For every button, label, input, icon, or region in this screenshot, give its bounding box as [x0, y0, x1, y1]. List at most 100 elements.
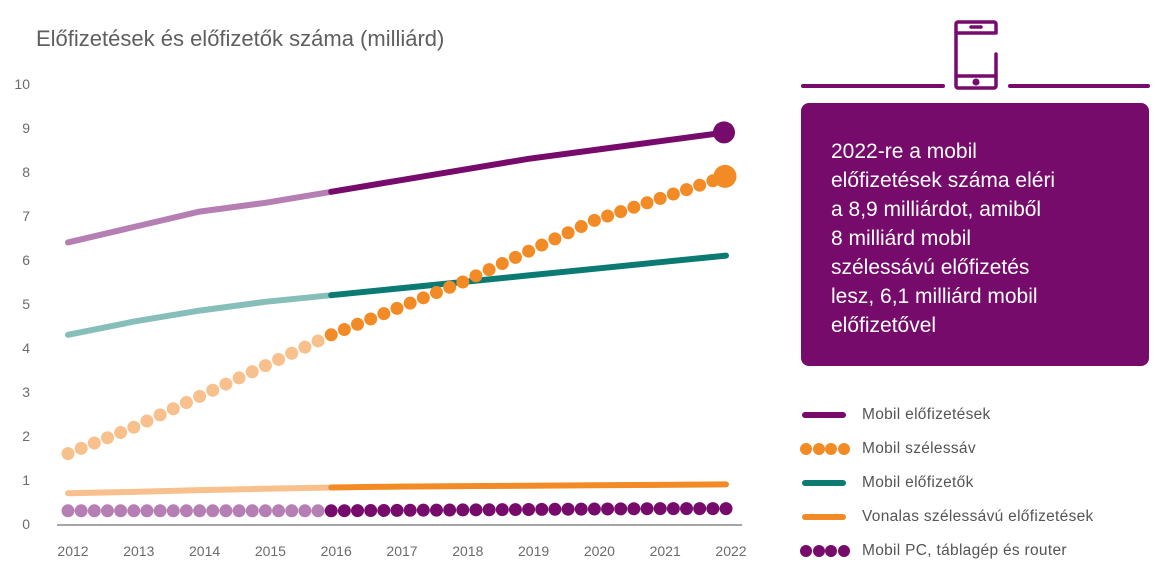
series-dot — [100, 431, 114, 445]
series-dot — [206, 383, 220, 397]
series-dot — [272, 352, 286, 366]
series-dot — [482, 503, 496, 517]
legend-swatch — [800, 544, 852, 558]
series-dot — [140, 414, 154, 428]
legend-dot-swatch — [837, 545, 850, 557]
legend-item-mobil-pc: Mobil PC, táblagép és router — [800, 534, 1170, 568]
series-dot — [140, 504, 154, 518]
series-dot — [87, 504, 101, 518]
series-dot — [245, 504, 259, 518]
legend-dot-swatch — [812, 443, 825, 455]
legend-item-mobil-szelessav: Mobil szélessáv — [800, 432, 1170, 466]
series-dot — [469, 269, 483, 283]
series-dot — [495, 257, 509, 271]
callout-line: előfizetővel — [831, 314, 937, 337]
series-dot — [351, 504, 365, 518]
series-line-forecast — [328, 481, 729, 491]
series-dot — [166, 402, 180, 416]
callout-line: lesz, 6,1 milliárd mobil — [831, 285, 1038, 308]
y-axis-ticks: 0 1 2 3 4 5 6 7 8 9 10 — [14, 76, 30, 532]
x-tick-label: 2020 — [584, 543, 615, 559]
series-dot — [258, 504, 272, 518]
x-axis-ticks: 2012 2013 2014 2015 2016 2017 2018 2019 2020 2021… — [57, 543, 746, 559]
y-tick-label: 5 — [22, 296, 30, 312]
legend-dot-swatch — [825, 443, 837, 455]
x-tick-label: 2013 — [123, 543, 154, 559]
series-dot — [285, 346, 299, 360]
series-dot — [219, 504, 233, 518]
y-tick-label: 10 — [14, 76, 30, 92]
series-dot — [561, 226, 575, 240]
legend-swatch — [800, 408, 852, 422]
series-dot — [666, 187, 680, 201]
legend-dot-swatch — [800, 545, 812, 557]
series-dot — [166, 504, 180, 518]
series-dot — [693, 178, 707, 192]
series-dot — [601, 209, 615, 223]
series-dot — [719, 502, 733, 516]
legend-item-mobil-elofizetok: Mobil előfizetők — [800, 466, 1170, 500]
legend-label: Mobil előfizetések — [862, 406, 991, 423]
series-dot — [232, 371, 246, 385]
series-dot — [206, 504, 220, 518]
chart-legend: Mobil előfizetések Mobil szélessáv Mobil… — [800, 398, 1170, 568]
legend-item-vonalas-szelessav: Vonalas szélessávú előfizetések — [800, 500, 1170, 534]
series-dot — [429, 286, 443, 300]
series-dot — [351, 317, 365, 331]
series-dot — [61, 447, 75, 461]
legend-line-swatch — [802, 480, 846, 486]
series-dot — [693, 502, 707, 516]
series-line-forecast — [328, 129, 729, 195]
series-dot — [74, 504, 88, 518]
series-dot — [416, 291, 430, 305]
series-dot — [680, 502, 694, 516]
series-dot — [337, 504, 351, 518]
series-dot — [508, 503, 522, 517]
series-dot — [364, 312, 378, 326]
series-dot — [456, 275, 470, 289]
series-dot — [416, 503, 430, 517]
series-dot — [114, 425, 128, 439]
series-dot — [219, 377, 233, 391]
callout-box: 2022-re a mobil előfizetések száma eléri… — [801, 103, 1149, 366]
series-dot — [390, 503, 404, 517]
series-dot — [482, 263, 496, 277]
series-dot — [456, 503, 470, 517]
series-end-marker — [713, 164, 737, 188]
series-dot — [193, 504, 207, 518]
series-dot — [245, 365, 259, 379]
series-dot — [337, 323, 351, 337]
series-dot — [153, 504, 167, 518]
legend-dot-swatch — [825, 545, 837, 557]
series-dot — [535, 502, 549, 516]
series-dot — [61, 504, 75, 518]
x-tick-label: 2021 — [650, 543, 681, 559]
series-dot — [627, 502, 641, 516]
series-dot — [627, 200, 641, 214]
series-dot — [114, 504, 128, 518]
series-dot — [74, 441, 88, 455]
series-dot — [153, 408, 167, 422]
x-tick-label: 2012 — [57, 543, 88, 559]
series-dot — [522, 502, 536, 516]
series-end-marker — [713, 121, 735, 144]
legend-swatch — [800, 510, 852, 524]
y-tick-label: 1 — [22, 472, 30, 488]
series-dot — [587, 502, 601, 516]
legend-line-swatch — [802, 412, 846, 418]
series-dot — [324, 328, 338, 342]
series-2 — [65, 252, 729, 338]
series-dot — [640, 196, 654, 210]
series-layer — [61, 121, 737, 518]
series-dot — [522, 244, 536, 258]
callout-text: 2022-re a mobil előfizetések száma eléri… — [831, 137, 1129, 340]
series-dot — [614, 205, 628, 219]
series-dot — [127, 504, 141, 518]
series-dot — [100, 504, 114, 518]
series-dot — [574, 502, 588, 516]
smartphone-icon — [954, 20, 998, 90]
legend-label: Mobil PC, táblagép és router — [862, 542, 1067, 559]
series-dot — [258, 359, 272, 373]
series-dot — [587, 213, 601, 227]
